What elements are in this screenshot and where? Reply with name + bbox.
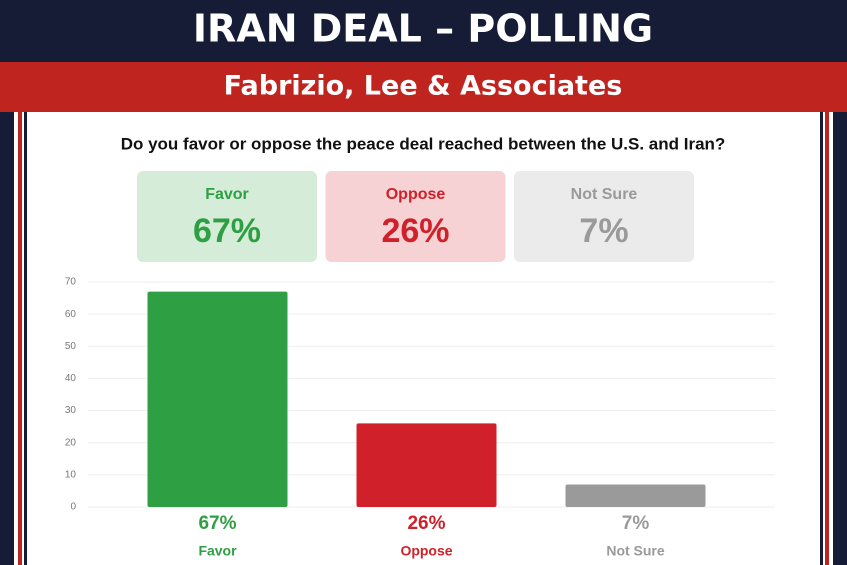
card-value: 7% [579, 212, 628, 250]
y-tick-label: 20 [65, 437, 77, 448]
card-label: Favor [205, 186, 249, 203]
value-label: 7% [622, 513, 650, 534]
y-tick-label: 0 [70, 502, 76, 513]
value-label: 26% [407, 513, 445, 534]
card-label: Oppose [386, 186, 446, 203]
y-tick-label: 10 [65, 469, 77, 480]
panel-stripe [18, 112, 22, 565]
y-tick-label: 50 [65, 341, 77, 352]
y-tick-label: 60 [65, 309, 77, 320]
header-subtitle: Fabrizio, Lee & Associates [224, 71, 623, 102]
bar [147, 291, 288, 507]
panel-stripe [820, 112, 823, 565]
x-tick-label: Oppose [400, 543, 452, 559]
value-label: 67% [198, 513, 236, 534]
bar [356, 423, 497, 507]
x-tick-label: Not Sure [606, 543, 665, 559]
card-value: 26% [381, 212, 449, 250]
card-label: Not Sure [571, 186, 638, 203]
y-tick-label: 30 [65, 405, 77, 416]
y-tick-label: 70 [65, 277, 77, 288]
panel-stripe [24, 112, 27, 565]
header-title: IRAN DEAL – POLLING [193, 7, 653, 51]
summary-card [514, 171, 694, 262]
x-tick-label: Favor [198, 543, 237, 559]
card-value: 67% [193, 212, 261, 250]
bar [565, 484, 706, 507]
panel-stripe [825, 112, 829, 565]
y-tick-label: 40 [65, 373, 77, 384]
chart-title: Do you favor or oppose the peace deal re… [121, 134, 726, 153]
summary-card [137, 171, 317, 262]
summary-card [325, 171, 506, 262]
subtitle-band [0, 62, 847, 112]
